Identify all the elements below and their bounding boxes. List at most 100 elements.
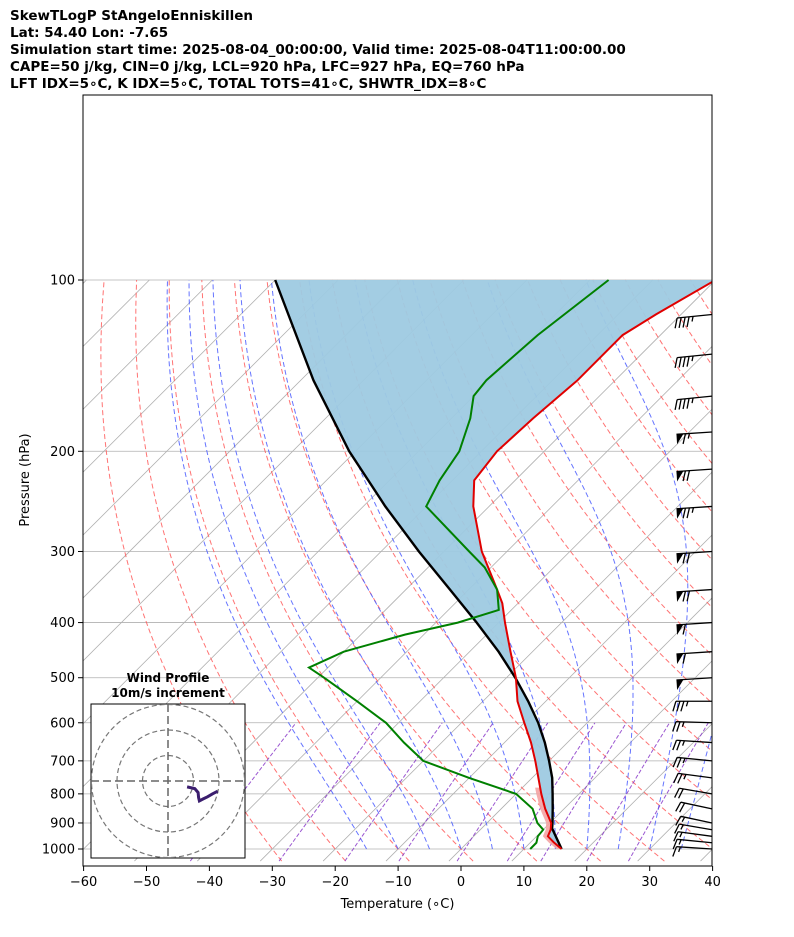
barb-pennant [676,624,684,635]
x-tick-label: 0 [457,875,465,890]
barb-feather [682,433,687,445]
dry-adiabat-line [527,279,712,561]
barb-staff [676,588,713,593]
barb-pennant [676,433,684,445]
moist-adiabat-line [270,279,493,850]
dry-adiabat-line [331,279,712,850]
wind-barb [672,720,713,732]
barb-half-feather [691,316,694,322]
barb-feather [686,356,690,367]
barb-feather [678,317,682,328]
barb-feather [674,317,678,329]
x-tick-label: −50 [133,875,160,890]
isotherm-line [83,279,402,599]
moist-adiabat-line [412,279,591,850]
barb-feather [678,399,682,410]
wind-barb [674,395,713,410]
moist-adiabat-line [713,280,794,849]
moist-adiabat-line [188,279,399,850]
wind-barbs [672,313,713,857]
simulation-time: Simulation start time: 2025-08-04_00:00:… [10,42,626,58]
chart-header: SkewTLogP StAngeloEnniskillen Lat: 54.40… [10,8,626,93]
barb-feather [682,591,687,602]
barb-feather [686,316,690,328]
x-axis-label: Temperature (∘C) [340,897,455,912]
y-tick-label: 800 [50,787,75,802]
chart-axes: −60 −50 −40 −30 −20 −10 0 10 20 30 40 1000 900 800 700… [42,94,721,890]
y-tick-label: 400 [50,616,75,631]
barb-feather [674,823,680,834]
barb-feather [676,721,681,732]
isotherm-line [763,280,794,861]
y-tick-label: 500 [50,671,75,686]
wind-barb [672,838,713,850]
x-tick-label: −10 [384,875,411,890]
wind-barb [672,756,713,768]
hodograph-title: Wind Profile [127,671,210,685]
wind-barb [673,772,713,784]
dry-adiabat-line [690,279,712,316]
moist-adiabat-line [308,279,525,850]
y-tick-label: 900 [50,816,75,831]
barb-feather [682,553,687,564]
isotherm-line [322,471,712,862]
barb-feather [672,757,678,768]
dry-adiabat-line [494,279,712,609]
y-tick-label: 200 [50,445,75,460]
barb-feather [686,470,691,481]
barb-feather [676,740,682,751]
x-tick-label: 10 [516,875,533,890]
barb-staff [676,739,713,744]
dry-adiabat-line [201,279,474,862]
barb-feather [672,740,678,751]
isotherm-line [83,279,276,473]
barb-pennant [676,653,684,664]
barb-staff [680,801,713,810]
barb-feather [676,757,682,768]
wind-barb [672,739,713,751]
mixing-ratio-line [278,722,381,862]
dry-adiabat-line [396,279,712,752]
stability-indices-2: LFT IDX=5∘C, K IDX=5∘C, TOTAL TOTS=41∘C,… [10,76,487,92]
isotherm-line [700,849,712,862]
barb-feather [677,788,684,799]
barb-staff [676,846,713,850]
wind-barb [676,505,713,519]
barb-staff [676,621,713,626]
barb-staff [677,838,713,844]
barb-pennant [676,508,684,519]
mixing-ratio-line [456,722,549,862]
barb-half-feather [678,839,682,845]
barb-half-feather [679,832,683,838]
plot-frame [82,94,713,867]
barb-feather [682,317,686,328]
mixing-ratio-line [344,722,443,862]
barb-staff [677,353,713,359]
barb-pennant [676,591,684,602]
wind-barb [673,831,713,842]
barb-feather [675,816,682,826]
barb-feather [686,552,691,564]
wind-barb [676,588,713,602]
barb-feather [682,470,687,482]
barb-staff [680,815,713,824]
barb-half-feather [681,721,685,728]
y-axis-label: Pressure (hPa) [18,433,33,526]
barb-half-feather [682,740,686,746]
mixing-ratio-line [586,722,670,862]
barb-half-feather [682,757,686,764]
isotherm-line [0,280,24,861]
mixing-ratio-line [398,722,494,862]
dry-adiabat-line [592,279,712,465]
stability-indices-1: CAPE=50 j/kg, CIN=0 j/kg, LCL=920 hPa, L… [10,59,525,75]
barb-half-feather [683,774,687,780]
wind-barb [672,700,712,712]
parcel-path-line [274,279,563,850]
barb-staff [677,313,713,319]
wind-barb [676,621,713,635]
barb-feather [672,721,677,732]
wind-barb [676,677,713,691]
barb-feather [675,801,682,812]
